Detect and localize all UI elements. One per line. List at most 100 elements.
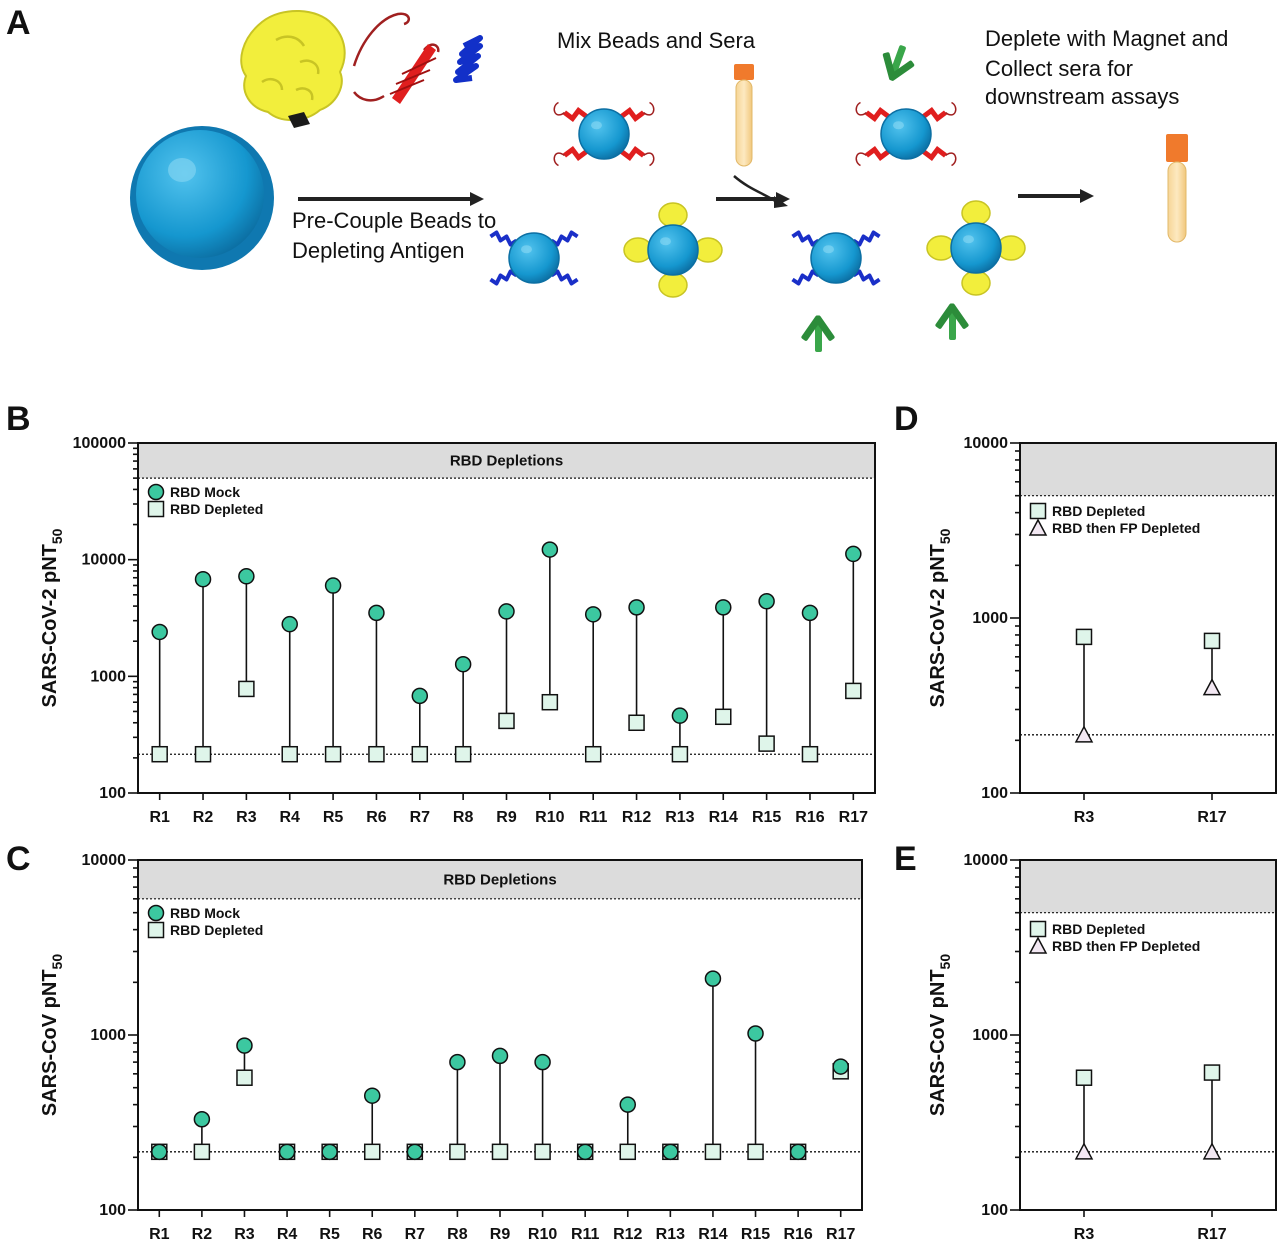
magnetic-bead-icon bbox=[130, 126, 274, 270]
data-point-square bbox=[671, 745, 689, 763]
x-tick-label: R11 bbox=[579, 809, 608, 826]
x-tick-label: R9 bbox=[490, 1226, 511, 1243]
legend-marker bbox=[1029, 502, 1047, 520]
x-tick-label: R8 bbox=[453, 809, 474, 826]
step3-line3: downstream assays bbox=[985, 84, 1179, 109]
x-tick-label: R1 bbox=[149, 1226, 170, 1243]
data-point-circle bbox=[832, 1058, 849, 1075]
x-tick-label: R14 bbox=[698, 1226, 727, 1243]
rbd-protein-icon bbox=[658, 202, 688, 228]
x-tick-label: R3 bbox=[234, 1226, 255, 1243]
data-point-circle bbox=[151, 1143, 168, 1161]
y-tick-label: 1000 bbox=[90, 1027, 126, 1044]
x-tick-label: R12 bbox=[622, 809, 651, 826]
data-point-square bbox=[454, 745, 472, 763]
data-point-square bbox=[151, 745, 168, 763]
fusion-peptide-icon bbox=[620, 107, 645, 122]
blue-helix-icon bbox=[791, 269, 820, 286]
legend-marker bbox=[1028, 518, 1048, 536]
peptide-tail-icon bbox=[643, 101, 655, 116]
legend-marker bbox=[1028, 936, 1048, 954]
data-point-circle bbox=[498, 603, 515, 620]
antibody-icon bbox=[935, 303, 969, 340]
data-point-square bbox=[715, 708, 732, 726]
y-tick-label: 10000 bbox=[964, 852, 1009, 869]
data-point-square bbox=[238, 680, 255, 698]
x-tick-label: R2 bbox=[192, 1226, 213, 1243]
x-tick-label: R15 bbox=[741, 1226, 770, 1243]
antibody-icon bbox=[801, 315, 835, 352]
x-tick-label: R17 bbox=[839, 809, 868, 826]
legend-marker bbox=[1029, 920, 1047, 938]
data-point-circle bbox=[491, 1047, 509, 1065]
data-point-circle bbox=[671, 707, 689, 724]
arrow-icon bbox=[716, 192, 790, 206]
data-point-circle bbox=[194, 570, 212, 588]
data-point-circle bbox=[236, 1037, 253, 1054]
x-tick-label: R17 bbox=[1197, 809, 1226, 826]
data-point-square bbox=[1075, 628, 1093, 646]
data-point-circle bbox=[534, 1053, 551, 1071]
x-tick-label: R12 bbox=[613, 1226, 642, 1243]
data-point-circle bbox=[845, 545, 862, 563]
y-axis-label-main: SARS-CoV pNT bbox=[927, 969, 949, 1116]
data-point-square bbox=[1203, 632, 1221, 650]
data-point-circle bbox=[321, 1143, 338, 1161]
chart-panel-c: C RBD Depletions 100 1000 10000 SARS-CoV pNT5… bbox=[6, 840, 863, 1243]
x-tick-label: R14 bbox=[709, 809, 738, 826]
y-tick-label: 1000 bbox=[972, 610, 1008, 627]
x-tick-label: R16 bbox=[783, 1226, 812, 1243]
legend-marker bbox=[147, 904, 165, 922]
y-axis-label: SARS-CoV-2 pNT50 bbox=[927, 528, 953, 707]
blue-helix-icon bbox=[550, 230, 579, 247]
peptide-tail-icon bbox=[553, 101, 565, 116]
fusion-peptide-icon bbox=[865, 146, 890, 161]
blue-helix-icon bbox=[852, 230, 881, 247]
data-point-circle bbox=[704, 970, 722, 987]
data-point-circle bbox=[662, 1143, 679, 1161]
data-point-square bbox=[281, 745, 298, 763]
y-axis-label-main: SARS-CoV-2 pNT bbox=[39, 544, 61, 707]
upper-limit-band bbox=[138, 443, 875, 479]
data-point-circle bbox=[363, 1087, 381, 1104]
upper-limit-band bbox=[138, 860, 862, 899]
data-point-square bbox=[541, 693, 559, 711]
data-point-circle bbox=[715, 599, 732, 616]
data-point-square bbox=[845, 682, 862, 700]
x-tick-label: R17 bbox=[826, 1226, 855, 1243]
panel-letter-d: D bbox=[894, 400, 919, 438]
legend-label: RBD Depleted bbox=[170, 501, 263, 517]
data-point-triangle bbox=[1074, 725, 1094, 743]
data-point-square bbox=[194, 745, 212, 763]
y-tick-label: 100 bbox=[99, 785, 126, 802]
fusion-peptide-icon bbox=[563, 107, 588, 122]
antibody-icon bbox=[882, 45, 915, 81]
rbd-protein-icon bbox=[961, 200, 991, 226]
x-tick-label: R7 bbox=[405, 1226, 426, 1243]
x-tick-label: R11 bbox=[571, 1226, 600, 1243]
y-axis-label: SARS-CoV-2 pNT50 bbox=[39, 528, 65, 707]
legend-label: RBD then FP Depleted bbox=[1052, 520, 1200, 536]
bead-highlight bbox=[963, 235, 974, 244]
bead-sphere bbox=[508, 232, 560, 284]
antibody-arm bbox=[935, 303, 956, 329]
y-tick-label: 10000 bbox=[82, 852, 127, 869]
band-label: RBD Depletions bbox=[443, 871, 556, 888]
blue-helix-icon bbox=[852, 269, 881, 286]
x-tick-label: R4 bbox=[277, 1226, 298, 1243]
coupled-bead-icon bbox=[855, 101, 957, 167]
legend-label: RBD Depleted bbox=[1052, 503, 1145, 519]
schematic-panel: A Pre-Couple Beads t bbox=[6, 4, 1228, 352]
data-point-square bbox=[534, 1143, 551, 1161]
data-point-square bbox=[747, 1143, 764, 1161]
bead-highlight bbox=[823, 245, 834, 254]
coupled-bead-icon bbox=[926, 200, 1026, 296]
x-tick-label: R13 bbox=[665, 809, 694, 826]
fusion-peptide-icon bbox=[620, 146, 645, 161]
peptide-tail-icon bbox=[855, 152, 867, 167]
step1-label: Pre-Couple Beads to Depleting Antigen bbox=[292, 208, 502, 263]
data-point-circle bbox=[576, 1143, 594, 1161]
y-tick-label: 100 bbox=[981, 785, 1008, 802]
coupled-bead-icon bbox=[553, 101, 655, 167]
